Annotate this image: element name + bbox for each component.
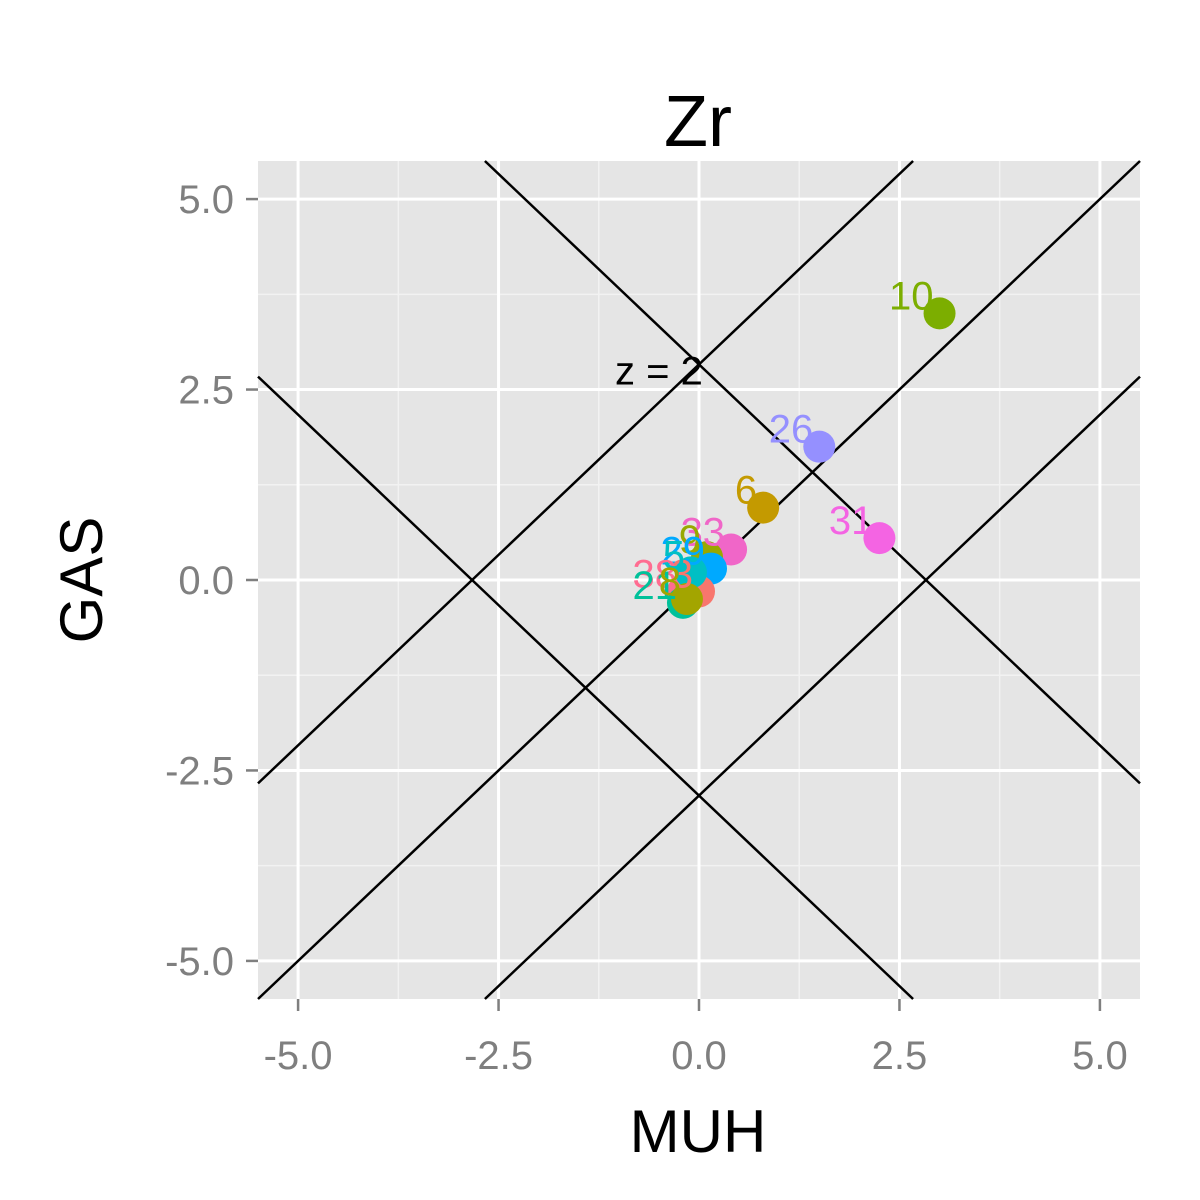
point-label: 21 [632, 564, 677, 608]
data-point [923, 297, 956, 330]
data-point [674, 556, 707, 589]
y-tick-label: 2.5 [178, 369, 234, 413]
data-point [715, 533, 748, 566]
point-label: 8 [659, 560, 681, 604]
reference-line [257, 160, 914, 785]
point-label: 38 [632, 552, 677, 596]
x-axis-title: MUH [630, 1098, 767, 1165]
point-label: 6 [735, 469, 757, 513]
data-point [803, 430, 836, 463]
point-label: 29 [661, 530, 706, 574]
reference-lines [257, 160, 1141, 1000]
y-axis-title: GAS [48, 517, 115, 644]
reference-line [257, 375, 914, 1000]
point-label: 5 [663, 533, 685, 577]
data-point [863, 522, 896, 555]
point-label: 26 [769, 408, 814, 452]
x-tick-label: -2.5 [464, 1034, 533, 1078]
y-axis: 5.0 2.5 0.0 -2.5 -5.0 [165, 178, 258, 984]
y-tick-label: -5.0 [165, 940, 234, 984]
y-tick-label: 0.0 [178, 559, 234, 603]
chart-title: Zr [664, 82, 732, 162]
data-point [747, 491, 780, 524]
data-points [666, 297, 956, 619]
x-tick-label: 5.0 [1072, 1034, 1128, 1078]
x-tick-label: -5.0 [264, 1034, 333, 1078]
x-tick-label: 0.0 [671, 1034, 727, 1078]
point-label: 31 [829, 499, 874, 543]
y-tick-label: 5.0 [178, 178, 234, 222]
reference-line [484, 160, 1141, 785]
point-label: 33 [681, 511, 726, 555]
annotations: z = 2 [615, 350, 703, 394]
reference-line [484, 375, 1141, 1000]
x-axis: -5.0 -2.5 0.0 2.5 5.0 [264, 999, 1128, 1078]
annotation-label: z = 2 [615, 350, 703, 394]
y-tick-label: -2.5 [165, 749, 234, 793]
point-label: 9 [679, 518, 701, 562]
point-label: 10 [889, 274, 934, 318]
point-label: 3 [671, 552, 693, 596]
x-tick-label: 2.5 [872, 1034, 928, 1078]
data-point [670, 583, 703, 616]
